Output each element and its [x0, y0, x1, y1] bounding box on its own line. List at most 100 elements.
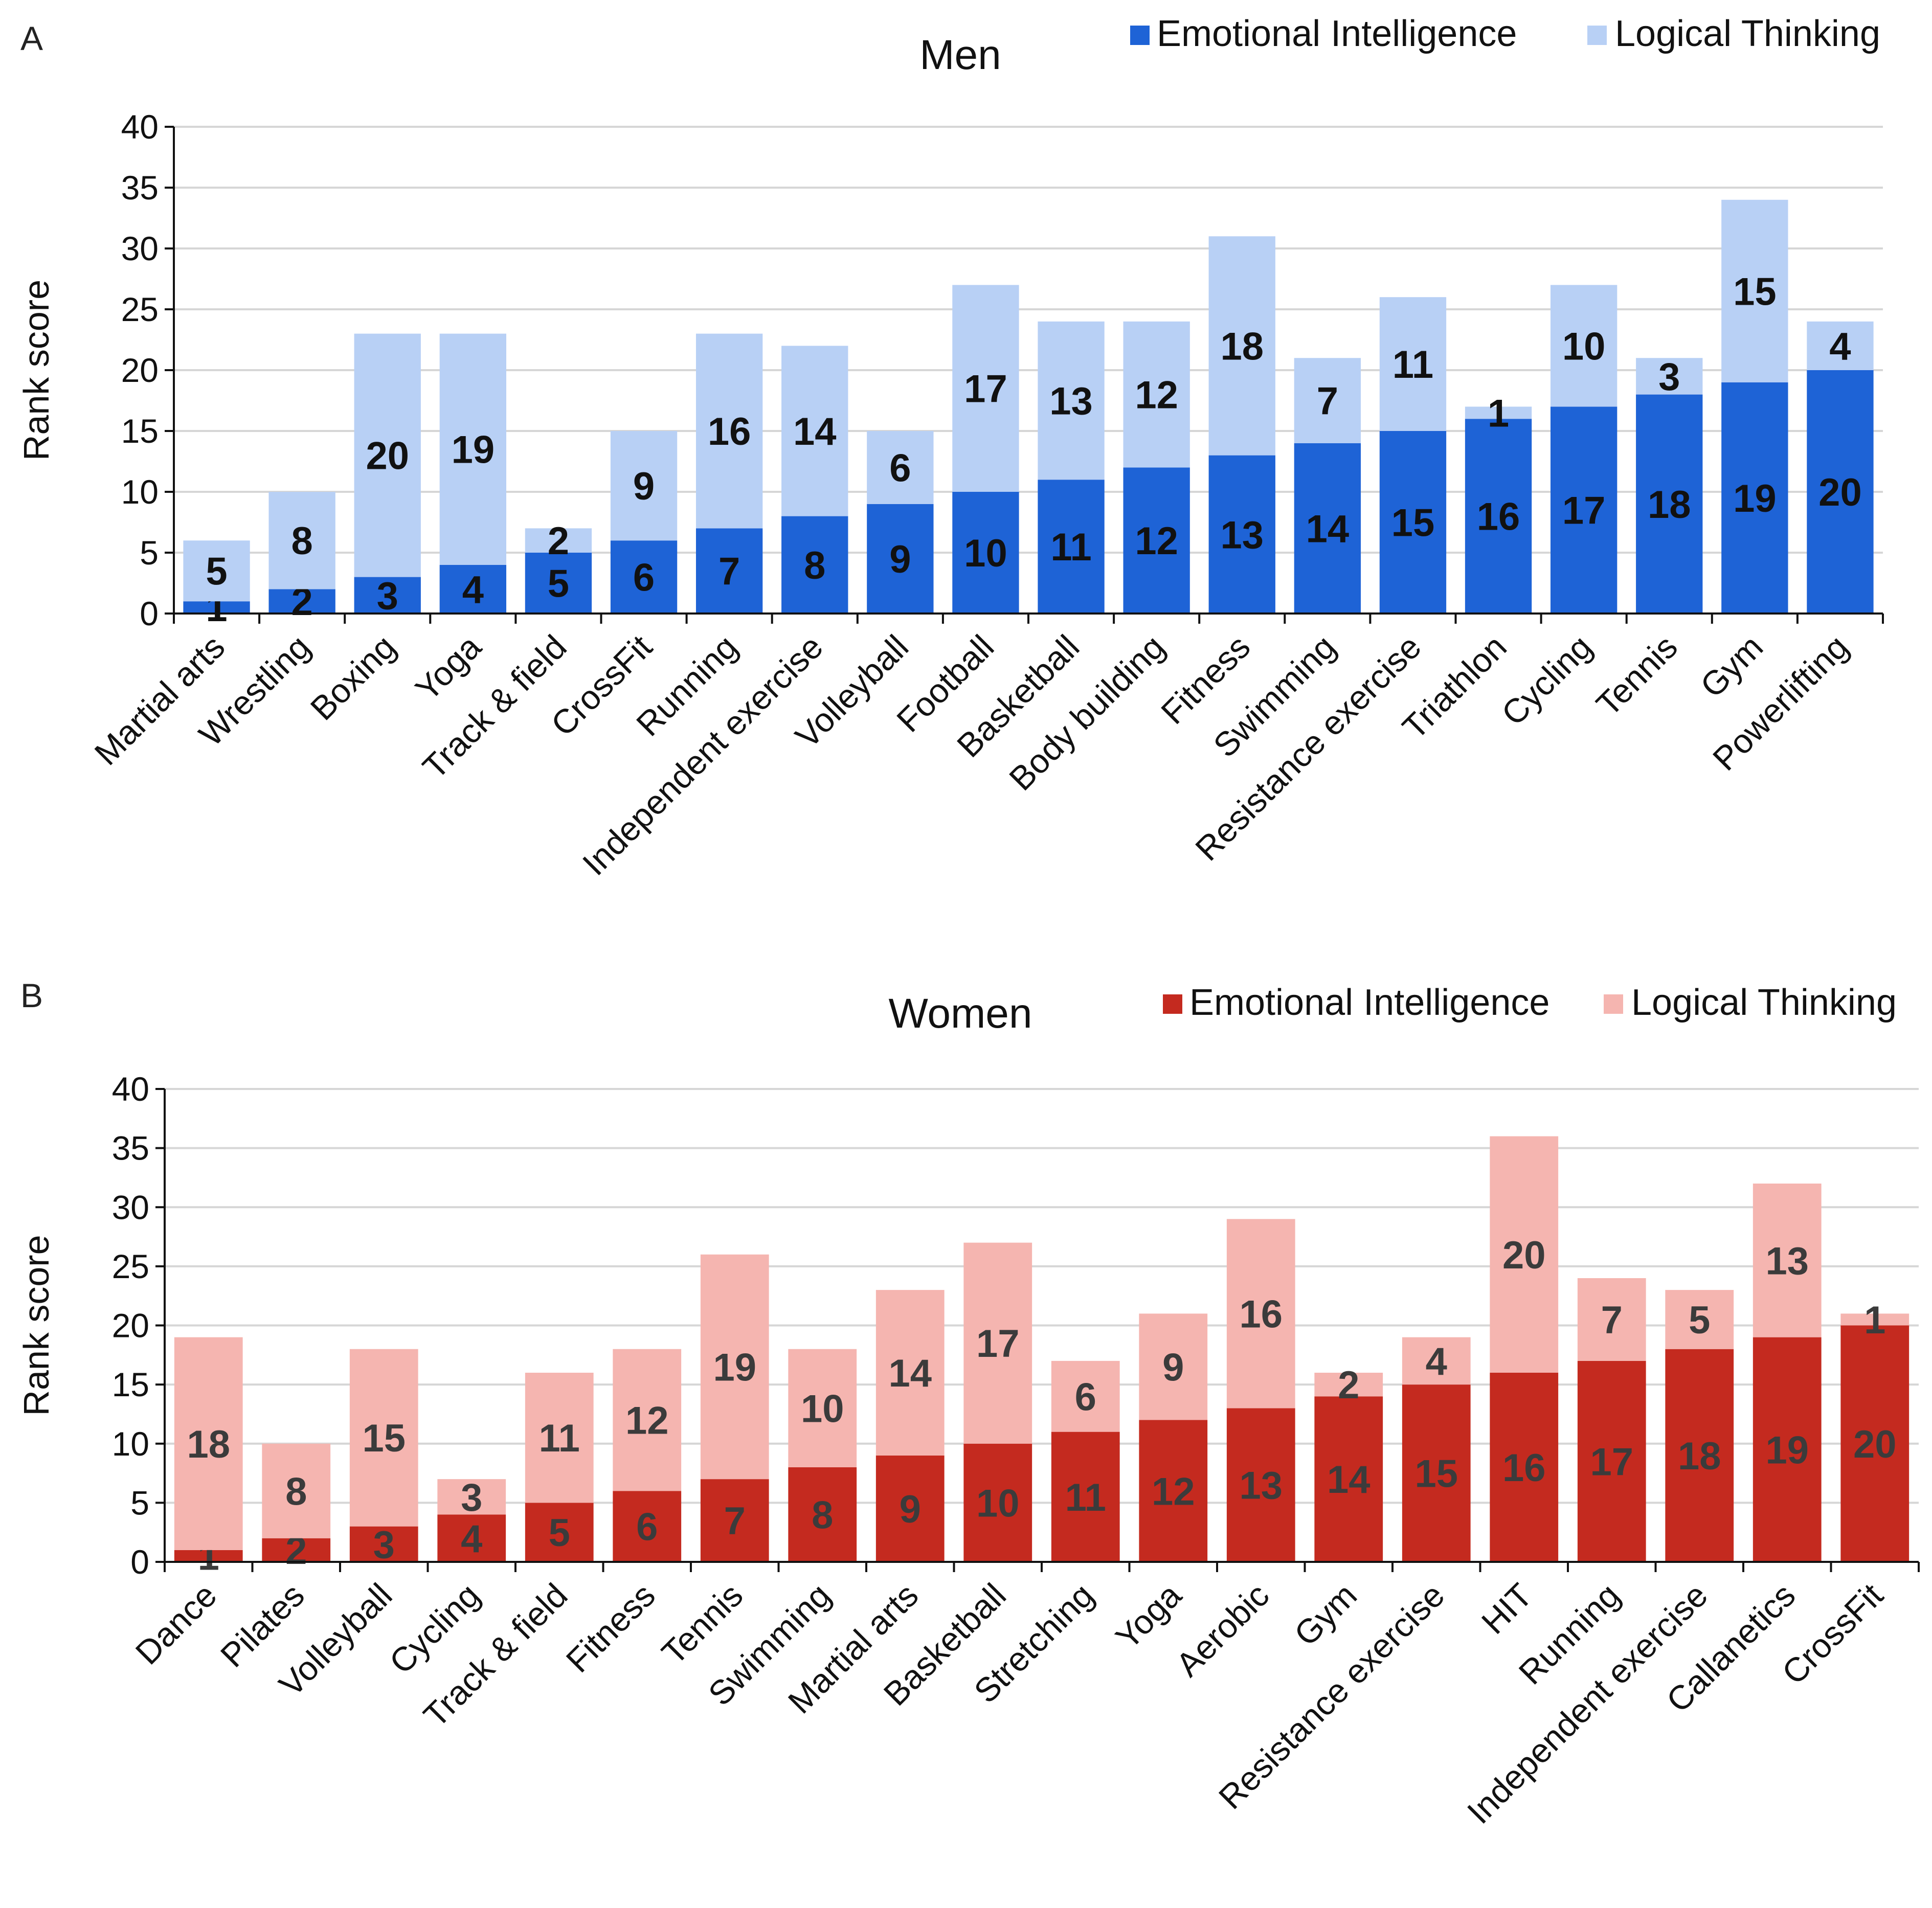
bar-value-label: 5: [206, 550, 227, 594]
bar-value-label: 8: [812, 1494, 833, 1537]
bar-logical-thinking: [349, 1349, 418, 1527]
panel-women: B Women Emotional Intelligence Logical Thin…: [16, 976, 1920, 1831]
bar-emotional-intelligence: [613, 1491, 682, 1562]
bar-emotional-intelligence: [867, 504, 934, 614]
bar-logical-thinking: [174, 1337, 243, 1550]
bar-emotional-intelligence: [781, 516, 848, 614]
bar-value-label: 11: [1392, 343, 1433, 387]
bar-value-label: 6: [889, 446, 911, 490]
y-tick-label: 15: [112, 1366, 149, 1403]
legend-swatch: [1130, 26, 1150, 45]
bar-value-label: 7: [724, 1500, 746, 1543]
bar-logical-thinking: [1294, 358, 1361, 443]
bar-logical-thinking: [437, 1479, 506, 1515]
bar-value-label: 16: [1477, 495, 1520, 539]
y-tick-label: 5: [140, 534, 159, 572]
bar-value-label: 20: [1502, 1234, 1546, 1277]
bar-value-label: 18: [1648, 483, 1691, 527]
bar-emotional-intelligence: [1550, 406, 1618, 614]
bar-value-label: 14: [793, 410, 837, 453]
bar-emotional-intelligence: [1840, 1325, 1909, 1562]
bar-value-label: 8: [804, 544, 825, 587]
bar-value-label: 15: [1414, 1452, 1458, 1496]
x-category-label: Fitness: [558, 1576, 662, 1680]
bar-logical-thinking: [268, 492, 335, 589]
bar-value-label: 3: [1658, 355, 1680, 399]
bar-logical-thinking: [867, 431, 934, 504]
x-category-label: Boxing: [303, 628, 403, 728]
bar-value-label: 5: [1689, 1299, 1710, 1342]
panel-letter: A: [20, 19, 43, 57]
bar-emotional-intelligence: [174, 1550, 243, 1562]
bar-value-label: 3: [461, 1476, 482, 1519]
bar-value-label: 6: [633, 556, 655, 600]
bar-value-label: 19: [1765, 1428, 1809, 1472]
y-tick-label: 5: [130, 1484, 149, 1521]
bar-emotional-intelligence: [1314, 1396, 1383, 1562]
bar-logical-thinking: [1208, 236, 1275, 456]
y-tick-label: 20: [112, 1307, 149, 1345]
bar-value-label: 9: [1162, 1346, 1184, 1389]
bar-logical-thinking: [1840, 1313, 1909, 1326]
bar-value-label: 6: [1075, 1375, 1096, 1419]
bar-value-label: 9: [889, 538, 911, 581]
panel-letter: B: [20, 976, 43, 1014]
bar-value-label: 4: [1829, 325, 1851, 368]
bar-emotional-intelligence: [1402, 1384, 1471, 1562]
bar-value-label: 10: [801, 1387, 844, 1430]
bar-value-label: 12: [625, 1399, 669, 1443]
bar-emotional-intelligence: [1139, 1420, 1208, 1562]
bar-emotional-intelligence: [1465, 419, 1532, 614]
bar-emotional-intelligence: [268, 589, 335, 614]
y-tick-label: 30: [121, 230, 159, 267]
bar-emotional-intelligence: [1208, 455, 1275, 614]
bar-logical-thinking: [1465, 406, 1532, 419]
bar-value-label: 7: [1317, 380, 1338, 423]
x-category-label: HIT: [1474, 1576, 1540, 1642]
bar-emotional-intelligence: [1721, 382, 1788, 614]
bar-value-label: 4: [462, 568, 484, 611]
x-category-label: Yoga: [1108, 1576, 1188, 1656]
legend-swatch: [1163, 994, 1182, 1014]
bar-logical-thinking: [963, 1242, 1032, 1444]
legend-label: Logical Thinking: [1631, 982, 1897, 1023]
bar-value-label: 13: [1239, 1464, 1283, 1508]
bar-value-label: 2: [1338, 1364, 1359, 1407]
y-tick-label: 30: [112, 1188, 149, 1226]
bar-value-label: 19: [1733, 477, 1777, 520]
bar-emotional-intelligence: [262, 1538, 331, 1562]
bar-value-label: 20: [1818, 471, 1862, 514]
x-category-label: Dance: [128, 1576, 223, 1672]
bar-value-label: 7: [718, 550, 740, 594]
bar-emotional-intelligence: [1753, 1337, 1822, 1562]
y-tick-label: 10: [112, 1425, 149, 1463]
bar-logical-thinking: [1038, 321, 1105, 480]
bar-logical-thinking: [952, 285, 1019, 492]
bar-logical-thinking: [1051, 1360, 1120, 1432]
bar-logical-thinking: [1490, 1136, 1559, 1373]
bar-value-label: 5: [549, 1511, 570, 1555]
bar-value-label: 11: [1065, 1476, 1106, 1519]
legend-swatch: [1587, 26, 1607, 45]
legend-label: Logical Thinking: [1615, 13, 1880, 54]
y-tick-label: 35: [121, 169, 159, 207]
bar-value-label: 15: [1391, 502, 1435, 545]
x-category-label: Tennis: [1589, 628, 1684, 723]
bar-emotional-intelligence: [349, 1526, 418, 1562]
bar-value-label: 11: [539, 1417, 580, 1460]
bar-value-label: 13: [1049, 380, 1093, 423]
bar-emotional-intelligence: [1577, 1360, 1646, 1562]
bar-logical-thinking: [613, 1349, 682, 1491]
bar-emotional-intelligence: [183, 601, 250, 614]
bar-emotional-intelligence: [610, 540, 678, 614]
bar-value-label: 17: [964, 368, 1007, 411]
y-tick-label: 25: [121, 290, 159, 328]
bar-emotional-intelligence: [1294, 443, 1361, 614]
bar-logical-thinking: [1636, 358, 1703, 395]
bar-value-label: 8: [285, 1470, 307, 1513]
bar-value-label: 19: [713, 1346, 756, 1389]
bar-value-label: 2: [548, 519, 569, 563]
bar-value-label: 7: [1601, 1299, 1623, 1342]
bar-emotional-intelligence: [1038, 480, 1105, 614]
y-tick-label: 0: [130, 1543, 149, 1581]
